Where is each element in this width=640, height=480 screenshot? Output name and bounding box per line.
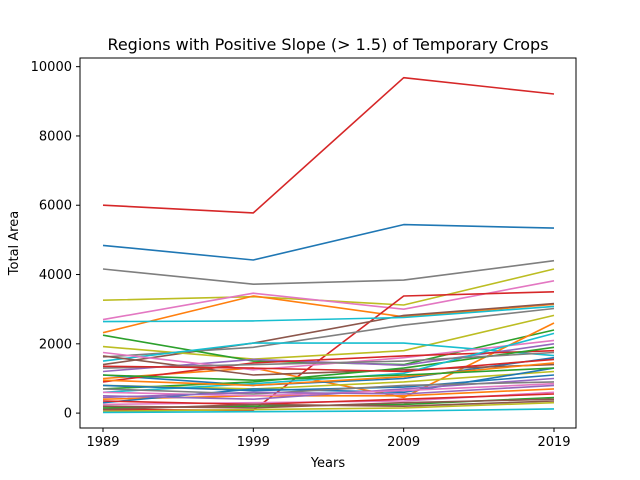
- y-axis-label: Total Area: [7, 211, 22, 276]
- series-line-23: [102, 351, 555, 369]
- series-line-14: [102, 322, 555, 399]
- series-line-32: [102, 408, 555, 414]
- y-tick-label: 6000: [39, 199, 72, 214]
- series-line-3: [102, 259, 555, 286]
- series-line-25: [102, 367, 555, 404]
- series-line-38: [102, 384, 555, 399]
- series-line-29: [102, 393, 555, 406]
- series-line-36: [102, 367, 555, 382]
- plot-frame: [79, 57, 577, 429]
- series-line-20: [102, 346, 555, 390]
- y-tick-label: 8000: [39, 129, 72, 144]
- x-tick-label: 1989: [86, 435, 119, 450]
- series-line-2: [102, 223, 555, 261]
- series-line-8: [102, 302, 555, 366]
- series-line-9: [102, 305, 555, 323]
- series-line-4: [102, 268, 555, 306]
- series-line-40: [102, 400, 555, 411]
- series-line-6: [102, 295, 555, 334]
- x-tick-label: 1999: [237, 435, 270, 450]
- series-layer: [102, 76, 555, 414]
- y-tick-label: 10000: [31, 60, 72, 75]
- y-axis: 0 2000 4000 6000 8000 10000: [31, 60, 80, 422]
- y-tick-label: 0: [64, 407, 72, 422]
- series-line-1: [102, 76, 555, 214]
- series-line-31: [102, 401, 555, 413]
- x-axis: 1989 1999 2009 2019: [86, 428, 571, 450]
- x-tick-label: 2019: [537, 435, 570, 450]
- series-line-16: [102, 339, 555, 371]
- series-line-35: [102, 381, 555, 395]
- series-line-17: [102, 356, 555, 387]
- chart-title: Regions with Positive Slope (> 1.5) of T…: [107, 35, 548, 54]
- series-line-19: [102, 355, 555, 376]
- x-tick-label: 2009: [387, 435, 420, 450]
- series-line-34: [102, 362, 555, 387]
- y-tick-label: 2000: [39, 337, 72, 352]
- series-line-5: [102, 280, 555, 321]
- series-line-39: [102, 358, 555, 373]
- series-line-21: [102, 370, 555, 390]
- y-tick-label: 4000: [39, 268, 72, 283]
- x-axis-label: Years: [310, 456, 346, 471]
- series-line-33: [102, 374, 555, 392]
